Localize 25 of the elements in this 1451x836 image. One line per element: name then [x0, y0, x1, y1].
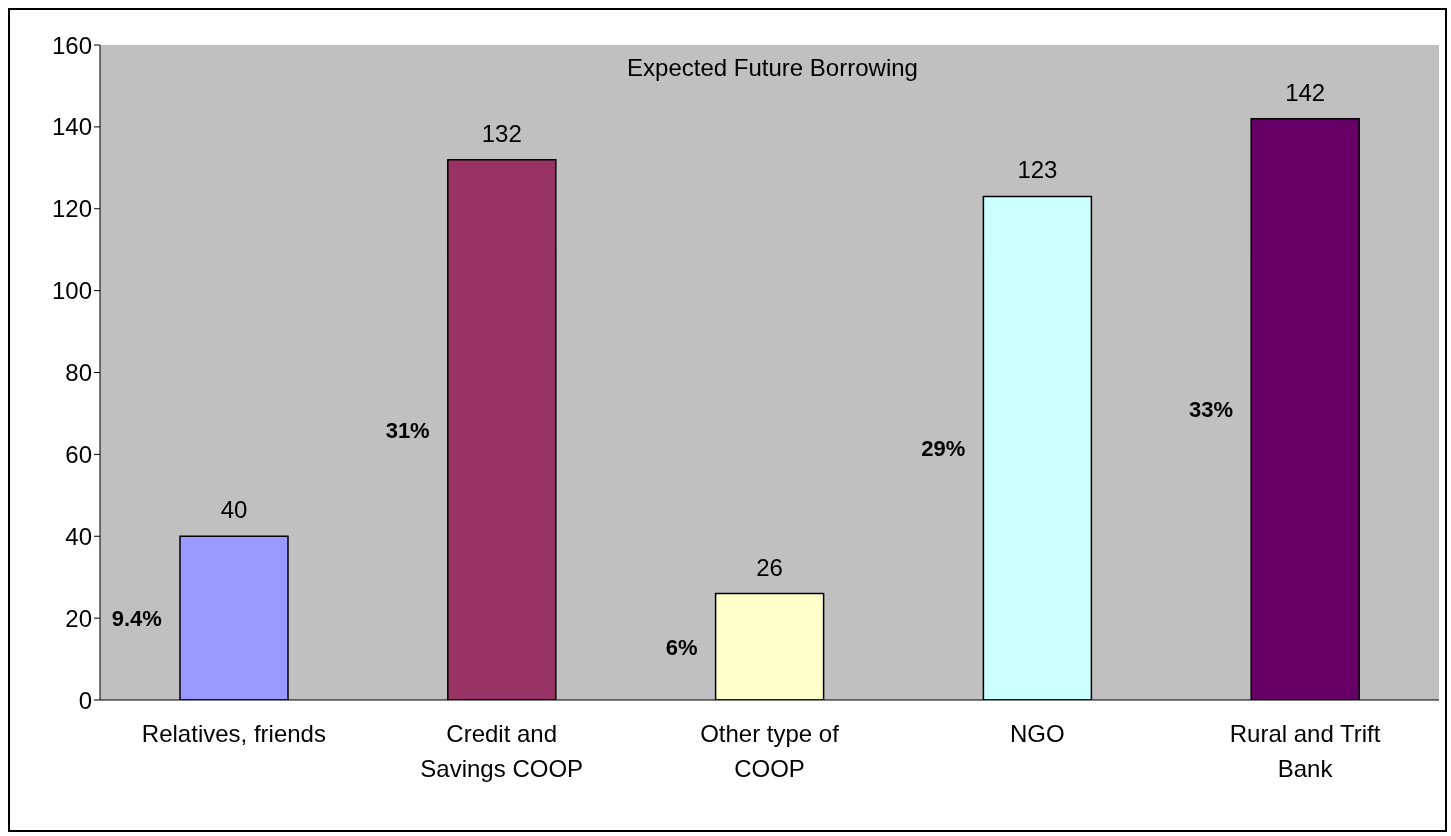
- x-tick-label: Relatives, friends: [141, 720, 326, 747]
- data-label: 40: [220, 496, 248, 524]
- chart-title: Expected Future Borrowing: [627, 54, 918, 81]
- y-tick-label: 20: [65, 604, 92, 632]
- data-label: 132: [481, 119, 522, 147]
- y-tick-label: 160: [51, 31, 92, 59]
- y-tick-label: 80: [65, 359, 92, 387]
- y-tick-label: 100: [51, 277, 92, 305]
- annotation: 31%: [385, 417, 430, 443]
- annotation: 29%: [921, 436, 966, 462]
- y-tick-label: 0: [78, 686, 92, 714]
- y-tick-label: 40: [65, 522, 92, 550]
- data-label: 26: [756, 553, 783, 581]
- y-tick-label: 60: [65, 440, 92, 468]
- x-tick-label: Rural and Trift Bank: [1229, 720, 1381, 782]
- x-tick-label: Other type of COOP: [700, 720, 840, 782]
- data-label: 142: [1285, 78, 1326, 106]
- x-tick-label: NGO: [1009, 720, 1065, 747]
- data-label: 123: [1017, 156, 1058, 184]
- annotation: 6%: [665, 634, 698, 660]
- annotation: 33%: [1189, 397, 1234, 423]
- y-tick-label: 120: [51, 195, 92, 223]
- y-tick-label: 140: [51, 113, 92, 141]
- x-tick-label: Credit and Savings COOP: [420, 720, 584, 782]
- annotation: 9.4%: [111, 605, 162, 631]
